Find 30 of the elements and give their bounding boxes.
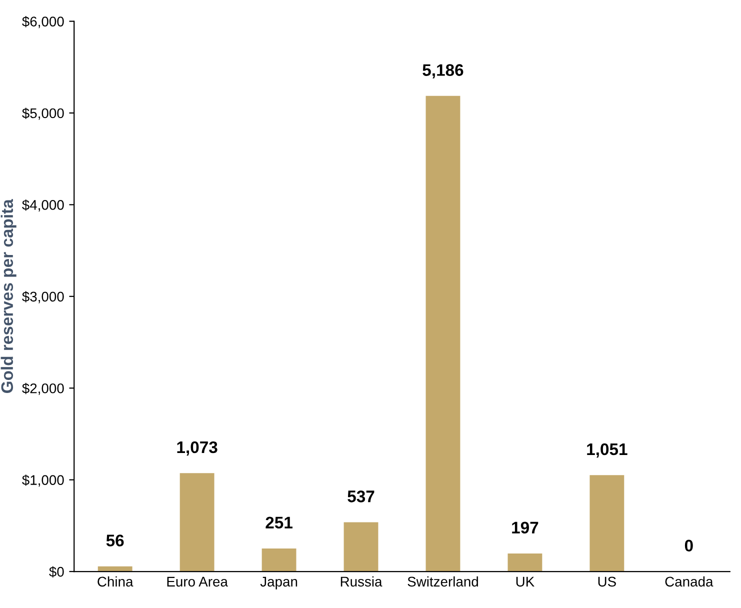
x-tick-label: UK <box>516 576 534 587</box>
data-label: 56 <box>106 534 124 546</box>
y-tick-label: $0 <box>49 566 64 578</box>
x-tick-label: Japan <box>260 576 298 590</box>
y-axis-title: Gold reserves per capita <box>0 199 16 393</box>
data-label: 537 <box>348 490 374 502</box>
y-tick-label: $3,000 <box>22 291 64 304</box>
y-tick-label: $5,000 <box>22 108 64 120</box>
x-tick-label: Canada <box>665 576 714 587</box>
bar <box>508 553 542 572</box>
y-tick-label: $2,000 <box>22 382 64 395</box>
y-tick-label: $4,000 <box>22 199 64 212</box>
bar <box>262 548 296 572</box>
bar <box>344 522 378 572</box>
bar <box>590 475 624 572</box>
x-tick-label: US <box>598 576 616 587</box>
x-tick-label: Switzerland <box>408 576 478 587</box>
y-tick-label: $6,000 <box>22 16 64 28</box>
data-label: 197 <box>512 522 538 534</box>
bar <box>426 96 460 572</box>
x-tick-label: China <box>98 576 134 587</box>
data-label: 5,186 <box>422 64 464 78</box>
x-tick-label: Euro Area <box>167 576 228 587</box>
bar <box>180 473 214 572</box>
data-label: 1,051 <box>587 443 628 458</box>
y-tick-label: $1,000 <box>22 474 64 487</box>
data-label: 1,073 <box>177 441 218 456</box>
x-tick-label: Russia <box>340 576 382 587</box>
data-label: 251 <box>266 516 292 529</box>
data-label: 0 <box>684 540 693 552</box>
